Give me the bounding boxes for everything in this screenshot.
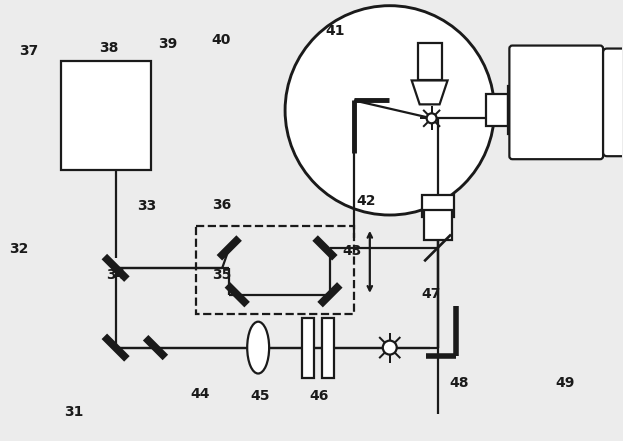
Text: 46: 46 (309, 389, 329, 404)
Text: 49: 49 (555, 376, 574, 390)
Bar (322, 318, 334, 377)
Bar (417, 43, 442, 80)
Text: 45: 45 (251, 389, 270, 404)
Text: 35: 35 (212, 269, 231, 282)
Text: 44: 44 (190, 387, 209, 401)
Bar (302, 318, 314, 377)
Text: 34: 34 (106, 269, 126, 282)
Text: 40: 40 (212, 33, 231, 47)
Bar (424, 210, 452, 240)
FancyBboxPatch shape (603, 49, 623, 156)
Bar (508, 86, 523, 134)
Bar (196, 226, 354, 314)
Bar (61, 60, 151, 170)
Text: 48: 48 (450, 376, 469, 390)
Text: 42: 42 (356, 194, 376, 208)
Text: 38: 38 (98, 41, 118, 55)
Circle shape (427, 113, 437, 123)
Bar (422, 195, 454, 217)
Text: 47: 47 (422, 288, 441, 301)
Text: 33: 33 (137, 199, 156, 213)
Bar (487, 94, 508, 126)
FancyBboxPatch shape (510, 45, 603, 159)
Ellipse shape (247, 321, 269, 374)
Polygon shape (412, 80, 447, 105)
Text: 36: 36 (212, 198, 231, 212)
Text: 41: 41 (325, 23, 345, 37)
Text: 37: 37 (19, 44, 39, 58)
Text: 39: 39 (158, 37, 177, 51)
Text: 31: 31 (65, 405, 84, 419)
Circle shape (285, 6, 495, 215)
Circle shape (383, 340, 397, 355)
Text: 43: 43 (342, 244, 361, 258)
Text: 32: 32 (9, 242, 28, 256)
